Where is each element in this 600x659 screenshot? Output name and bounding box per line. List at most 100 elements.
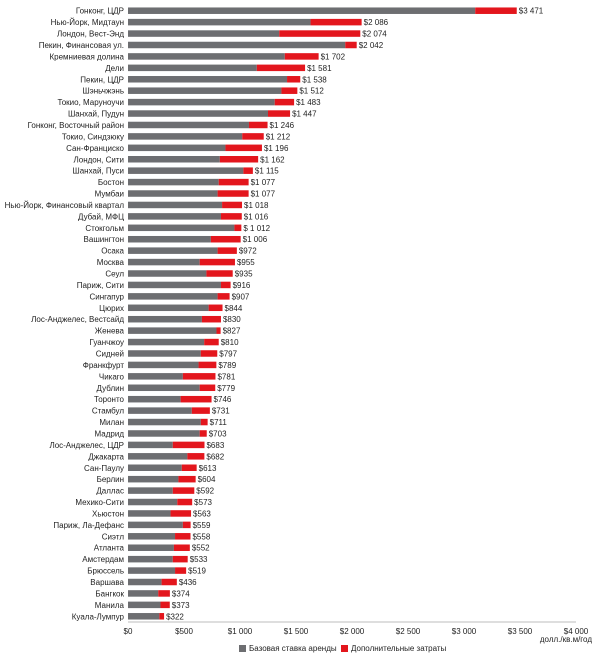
bar-base-rent [128,133,243,140]
total-value-label: $1 512 [299,87,324,96]
bar-additional-costs [200,350,218,357]
total-value-label: $533 [190,555,208,564]
category-label: Гонконг, Восточный район [28,121,124,130]
total-value-label: $1 702 [321,52,346,61]
bar-additional-costs [256,64,306,72]
x-tick-label: $4 000 [564,627,589,636]
total-value-label: $746 [214,395,232,404]
total-value-label: $1 077 [251,190,276,199]
bar-additional-costs [219,156,259,163]
bar-base-rent [128,350,201,357]
total-value-label: $604 [198,475,216,484]
category-label: Берлин [97,475,124,484]
category-label: Манила [95,601,125,610]
total-value-label: $1 162 [260,155,285,164]
total-value-label: $1 581 [307,64,332,73]
category-label: Шанхай, Пуси [72,167,124,176]
bar-additional-costs [234,224,242,232]
bar-base-rent [128,441,173,449]
total-value-label: $1 006 [243,235,268,244]
bar-additional-costs [182,373,216,380]
category-label: Лос-Анджелес, Вестсайд [31,315,124,324]
total-value-label: $907 [232,292,250,301]
total-value-label: $1 212 [266,132,291,141]
category-label: Франкфурт [83,361,125,370]
category-label: Милан [99,418,124,427]
legend-swatch-base-rent [239,645,246,652]
bar-base-rent [128,30,280,37]
bar-additional-costs [172,441,205,449]
bar-additional-costs [161,578,177,586]
bar-base-rent [128,555,173,563]
bar-base-rent [128,293,218,300]
bar-additional-costs [191,407,210,414]
bar-base-rent [128,361,199,369]
category-label: Мехико-Сити [75,498,124,507]
bar-additional-costs [217,247,237,254]
category-label: Нью-Йорк, Финансовый квартал [5,201,125,210]
bar-additional-costs [248,121,268,129]
bar-additional-costs [274,98,295,106]
bar-additional-costs [204,338,219,346]
bar-additional-costs [222,201,243,209]
bar-base-rent [128,156,220,163]
total-value-label: $703 [209,429,227,438]
bar-base-rent [128,487,173,494]
category-label: Стамбул [92,407,124,416]
bar-additional-costs [243,167,253,174]
category-label: Джакарта [88,452,124,461]
legend: Базовая ставка аренды Дополнительные зат… [239,644,447,653]
bar-additional-costs [160,601,170,609]
total-value-label: $2 086 [364,18,389,27]
bar-base-rent [128,384,200,392]
total-value-label: $613 [199,464,217,473]
category-label: Париж, Ла-Дефанс [53,521,124,530]
bar-base-rent [128,281,221,289]
bar-base-rent [128,190,218,197]
bar-additional-costs [187,453,205,460]
category-label: Токио, Синдзюку [62,132,124,141]
bar-base-rent [128,453,188,460]
category-label: Кремниевая долина [49,52,124,61]
x-tick-label: $0 [124,627,133,636]
bar-additional-costs [217,190,249,197]
category-label: Чикаго [99,372,125,381]
bar-additional-costs [181,464,197,471]
total-value-label: $844 [225,304,243,313]
bar-additional-costs [175,533,191,540]
bar-additional-costs [268,110,291,117]
bar-additional-costs [159,613,165,620]
total-value-label: $558 [192,532,210,541]
bar-additional-costs [172,555,188,563]
bar-additional-costs [216,327,221,334]
legend-label-base-rent: Базовая ставка аренды [249,644,337,653]
x-tick-labels: $0 $500 $1 000 $1 500 $2 000 $2 500 $3 000 $3 5… [124,627,589,636]
category-label: Париж, Сити [77,281,124,290]
category-label: Токио, Маруноучи [57,98,124,107]
x-tick-label: $1 000 [228,627,253,636]
category-label: Лондон, Сити [74,155,124,164]
bar-additional-costs [220,213,242,220]
category-label: Лос-Анджелес, ЦДР [49,441,124,450]
total-value-label: $827 [223,327,241,336]
bar-additional-costs [200,418,208,426]
category-label: Лондон, Вест-Энд [57,30,124,39]
category-label: Шэньчжэнь [82,87,124,96]
category-label: Сиэтл [102,532,125,541]
bar-base-rent [128,498,178,506]
bar-base-rent [128,613,160,620]
bar-additional-costs [310,18,362,26]
total-value-label: $955 [237,258,255,267]
bar-base-rent [128,510,171,517]
bars [128,7,517,620]
category-label: Стокгольм [85,224,124,233]
total-value-label: $781 [217,372,235,381]
x-tick-label: $2 000 [340,627,365,636]
category-label: Дубай, МФЦ [78,212,124,221]
category-label: Сеул [105,270,124,279]
total-value-label: $797 [219,349,237,358]
legend-label-additional-costs: Дополнительные затраты [351,644,447,653]
category-label: Цюрих [99,304,124,313]
bar-base-rent [128,76,288,83]
